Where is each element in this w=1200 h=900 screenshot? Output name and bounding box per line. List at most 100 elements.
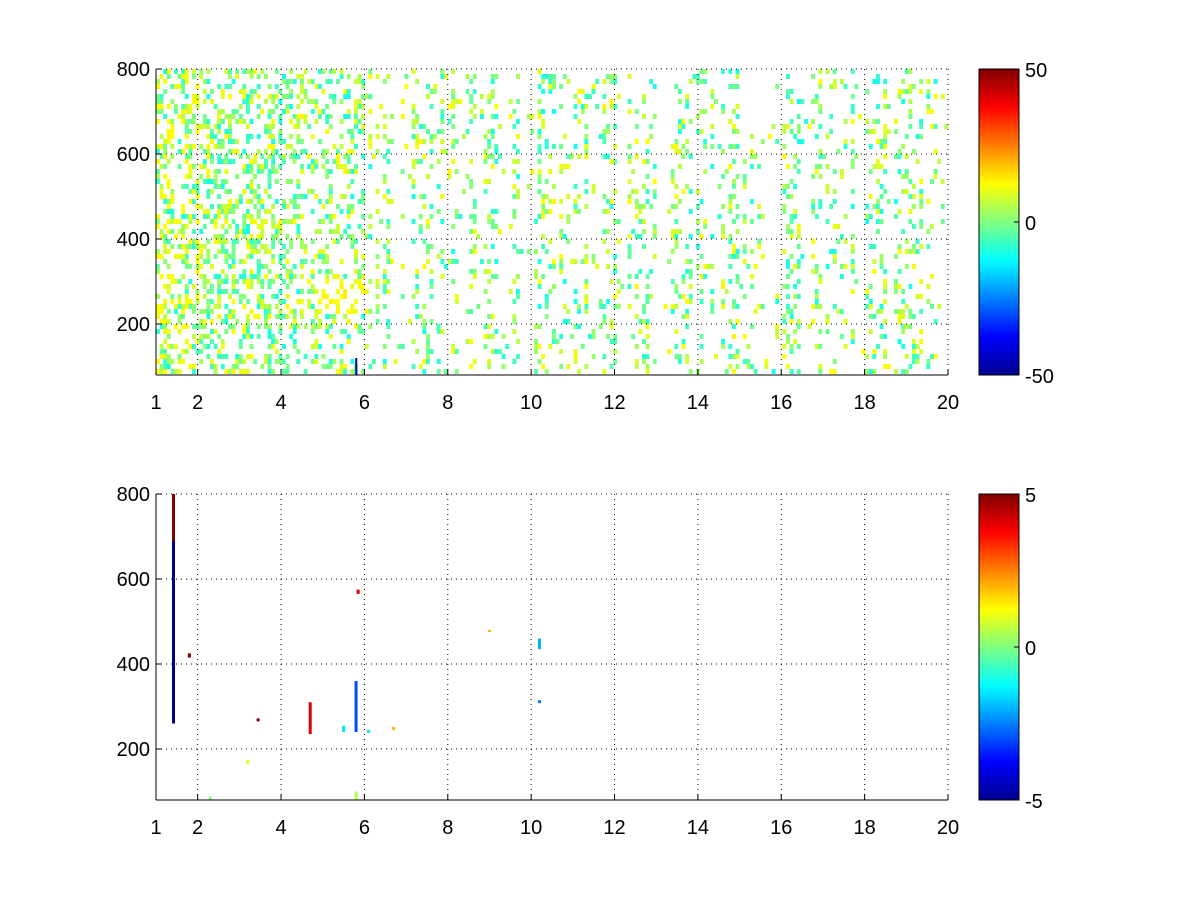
- heatmap-cell: [559, 214, 564, 219]
- heatmap-cell: [796, 99, 801, 104]
- heatmap-cell: [454, 294, 459, 299]
- heatmap-cell: [282, 74, 286, 79]
- heatmap-cell: [537, 99, 542, 104]
- heatmap-cell: [681, 274, 686, 279]
- heatmap-cell: [382, 284, 387, 289]
- heatmap-cell: [876, 79, 880, 84]
- heatmap-cell: [408, 174, 412, 179]
- heatmap-cell: [278, 164, 283, 169]
- heatmap-cell: [264, 314, 268, 319]
- heatmap-cell: [674, 329, 679, 334]
- heatmap-cell: [429, 104, 434, 109]
- heatmap-cell: [228, 224, 232, 229]
- heatmap-cell: [354, 239, 358, 244]
- heatmap-cell: [458, 99, 463, 104]
- heatmap-cell: [688, 284, 693, 289]
- heatmap-cell: [224, 69, 229, 74]
- heatmap-cell: [364, 309, 369, 314]
- heatmap-cell: [386, 224, 391, 229]
- heatmap-cell: [710, 89, 715, 94]
- heatmap-cell: [224, 274, 229, 279]
- heatmap-cell: [688, 369, 693, 374]
- heatmap-cell: [490, 129, 495, 134]
- heatmap-cell: [915, 134, 920, 139]
- heatmap-cell: [613, 264, 618, 269]
- heatmap-cell: [300, 309, 304, 314]
- heatmap-cell: [919, 204, 924, 209]
- heatmap-cell: [530, 169, 535, 174]
- heatmap-cell: [627, 74, 632, 79]
- heatmap-cell: [814, 134, 819, 139]
- heatmap-cell: [634, 284, 639, 289]
- y-tick-label: 600: [117, 144, 150, 166]
- heatmap-cell: [249, 184, 254, 189]
- colorbar: [978, 493, 1020, 801]
- x-tick-label: 2: [192, 392, 203, 414]
- heatmap-cell: [256, 94, 261, 99]
- heatmap-cell: [206, 194, 211, 199]
- heatmap-cell: [588, 94, 592, 99]
- heatmap-cell: [750, 364, 754, 369]
- heatmap-cell: [584, 294, 589, 299]
- heatmap-cell: [584, 134, 589, 139]
- heatmap-cell: [411, 364, 416, 369]
- heatmap-cell: [883, 129, 888, 134]
- heatmap-cell: [199, 254, 204, 259]
- heatmap-cell: [397, 344, 402, 349]
- heatmap-cell: [361, 274, 366, 279]
- heatmap-cell: [238, 104, 243, 109]
- heatmap-cell: [192, 284, 196, 289]
- heatmap-cell: [238, 229, 243, 234]
- plot-area: [156, 494, 948, 800]
- heatmap-cell: [224, 289, 229, 294]
- heatmap-cell: [411, 164, 416, 169]
- heatmap-cell: [544, 194, 549, 199]
- heatmap-cell: [260, 109, 265, 114]
- heatmap-cell: [310, 169, 315, 174]
- heatmap-cell: [343, 289, 348, 294]
- heatmap-cell: [577, 309, 582, 314]
- heatmap-cell: [789, 119, 794, 124]
- heatmap-cell: [480, 109, 484, 114]
- heatmap-cell: [163, 154, 168, 159]
- heatmap-cell: [548, 199, 553, 204]
- heatmap-cell: [850, 119, 855, 124]
- heatmap-cell: [454, 349, 459, 354]
- heatmap-cell: [634, 124, 639, 129]
- heatmap-cell: [206, 134, 211, 139]
- heatmap-cell: [361, 369, 366, 374]
- heatmap-cell: [224, 159, 229, 164]
- heatmap-cell: [454, 259, 459, 264]
- heatmap-cell: [271, 369, 276, 374]
- heatmap-cell: [919, 329, 924, 334]
- heatmap-cell: [534, 249, 538, 254]
- heatmap-cell: [217, 284, 222, 289]
- heatmap-cell: [699, 109, 704, 114]
- heatmap-cell: [256, 194, 261, 199]
- heatmap-cell: [490, 224, 495, 229]
- heatmap-cell: [638, 329, 643, 334]
- heatmap-cell: [217, 194, 222, 199]
- heatmap-cell: [832, 69, 837, 74]
- heatmap-cell: [346, 339, 351, 344]
- heatmap-cell: [224, 259, 229, 264]
- heatmap-cell: [220, 224, 225, 229]
- heatmap-cell: [314, 104, 319, 109]
- heatmap-cell: [696, 219, 700, 224]
- heatmap-cell: [602, 229, 607, 234]
- heatmap-cell: [249, 309, 254, 314]
- heatmap-cell: [256, 184, 261, 189]
- heatmap-cell: [217, 114, 222, 119]
- heatmap-cell: [390, 139, 394, 144]
- heatmap-cell: [897, 284, 902, 289]
- heatmap-cell: [285, 179, 290, 184]
- heatmap-cell: [670, 234, 675, 239]
- heatmap-cell: [829, 129, 834, 134]
- x-tick-label: 16: [770, 817, 792, 839]
- heatmap-cell: [750, 324, 754, 329]
- heatmap-cell: [483, 154, 488, 159]
- heatmap-cell: [303, 119, 308, 124]
- heatmap-cell: [249, 344, 254, 349]
- heatmap-cell: [192, 94, 196, 99]
- heatmap-cell: [868, 314, 873, 319]
